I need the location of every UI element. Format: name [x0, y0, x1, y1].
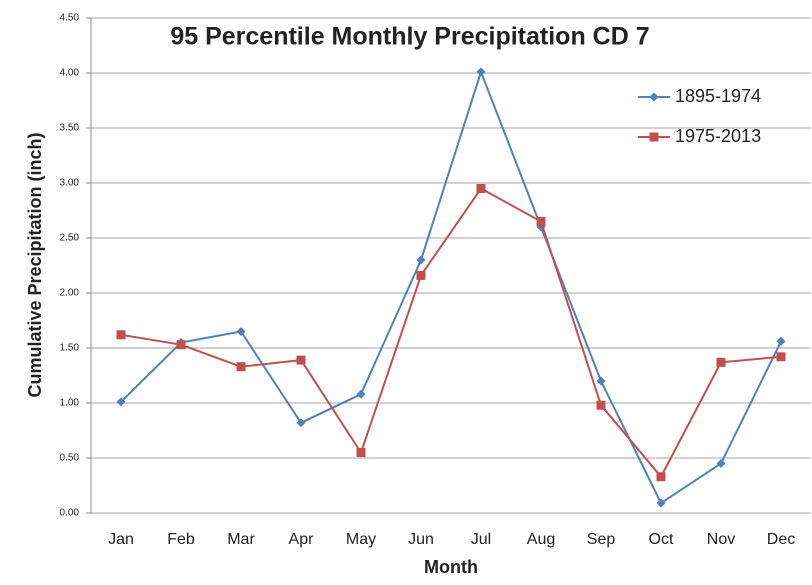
legend-label: 1895-1974	[675, 86, 761, 106]
x-tick-label: Sep	[587, 531, 616, 548]
legend-label: 1975-2013	[675, 126, 761, 146]
series-line	[120, 187, 782, 479]
data-point	[416, 255, 426, 265]
data-point	[716, 357, 726, 367]
y-tick-label: 1.00	[60, 398, 80, 409]
data-point	[356, 389, 366, 399]
data-point	[536, 217, 546, 226]
data-point	[596, 400, 606, 410]
y-tick-label: 0.50	[60, 453, 80, 464]
x-tick-label: Feb	[167, 531, 195, 548]
y-axis-title: Cumulative Precipitation (inch)	[25, 132, 45, 397]
x-tick-label: Jul	[471, 531, 491, 548]
series-line	[120, 68, 782, 505]
x-tick-label: Mar	[227, 531, 255, 548]
data-point	[656, 498, 666, 508]
data-point	[716, 459, 726, 468]
data-point	[116, 330, 126, 340]
data-point	[416, 270, 426, 280]
x-tick-label: May	[346, 531, 376, 548]
y-tick-label: 3.50	[60, 123, 80, 134]
y-tick-label: 4.00	[60, 68, 80, 79]
data-point	[476, 184, 486, 193]
x-axis-title: Month	[424, 557, 478, 577]
data-point	[176, 340, 186, 350]
y-tick-label: 0.00	[60, 508, 80, 519]
chart-title: 95 Percentile Monthly Precipitation CD 7	[170, 23, 649, 51]
y-tick-label: 2.50	[60, 233, 80, 244]
data-point	[236, 327, 246, 336]
x-tick-label: Nov	[707, 531, 735, 548]
data-point	[596, 376, 606, 386]
y-tick-label: 4.50	[60, 13, 80, 24]
data-point	[656, 472, 666, 482]
data-point	[236, 362, 246, 372]
data-point	[476, 67, 486, 77]
legend-marker	[649, 92, 659, 102]
x-tick-label: Dec	[767, 531, 795, 548]
x-tick-label: Jun	[408, 531, 434, 548]
x-tick-label: Aug	[527, 531, 555, 548]
x-tick-label: Jan	[108, 531, 134, 548]
y-tick-label: 2.00	[60, 288, 80, 299]
y-tick-label: 3.00	[60, 178, 80, 189]
data-point	[356, 448, 366, 457]
x-tick-label: Apr	[289, 531, 315, 548]
x-tick-label: Oct	[649, 531, 674, 548]
y-tick-label: 1.50	[60, 343, 80, 354]
data-point	[296, 355, 306, 365]
data-point	[296, 418, 306, 428]
legend-marker	[649, 132, 659, 142]
data-point	[116, 397, 126, 407]
data-point	[776, 336, 786, 346]
data-point	[776, 352, 786, 362]
